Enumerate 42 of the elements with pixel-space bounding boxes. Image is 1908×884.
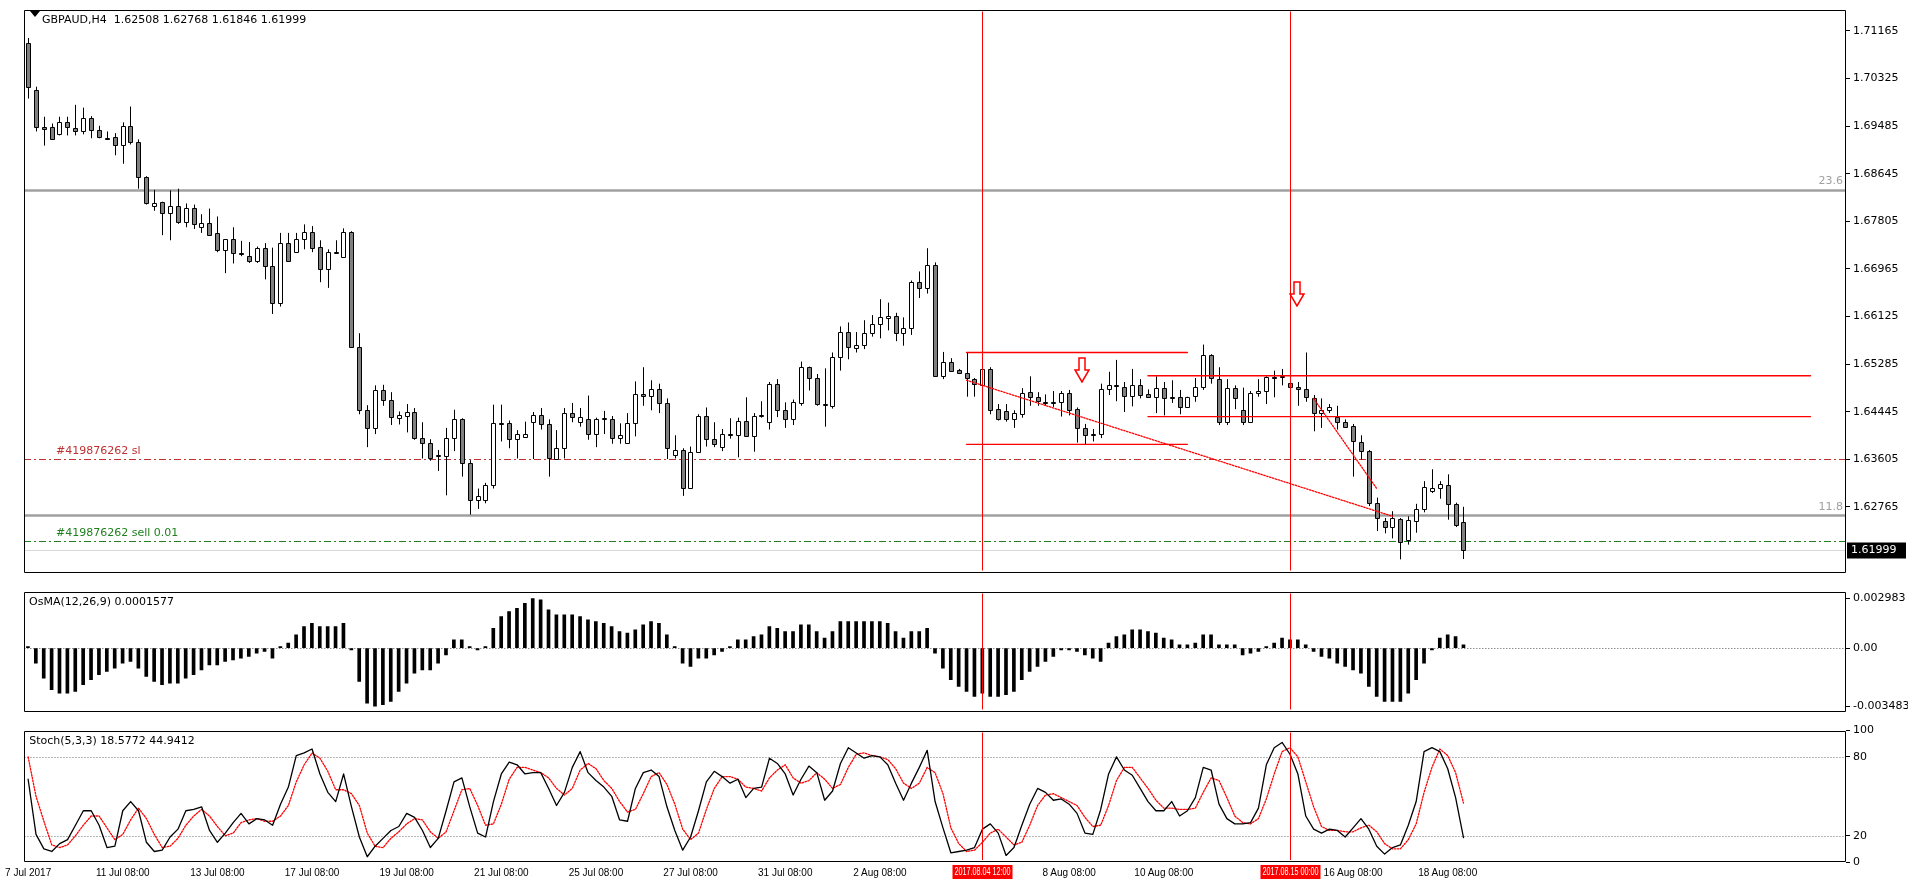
y-tick-label: 1.70325 [1853,71,1899,85]
y-tick-label: 1.67805 [1853,214,1899,228]
y-tick-label: 1.71165 [1853,23,1899,37]
ref-line-label: #419876262 sell 0.01 [56,525,179,539]
x-tick-label: 10 Aug 08:00 [1134,866,1194,878]
x-tick-label: 16 Aug 08:00 [1323,866,1383,878]
y-tick-label: 1.65285 [1853,356,1899,370]
y-tick-label: 1.62765 [1853,499,1899,513]
annotation: 11.8 [1818,499,1843,513]
y-tick-label: 1.66965 [1853,261,1899,275]
x-tick-label: 13 Jul 08:00 [190,866,246,878]
x-tick-label: 11 Jul 08:00 [95,866,151,878]
y-tick-label: -0.003483 [1853,698,1908,712]
x-tick-label: 7 Jul 2017 [5,866,52,878]
x-tick-label: 18 Aug 08:00 [1418,866,1478,878]
chart-title: OsMA(12,26,9) 0.0001577 [29,594,174,608]
x-tick-label: 2017.08.15 00:00 [1262,865,1319,878]
chart-title: Stoch(5,3,3) 18.5772 44.9412 [29,733,195,747]
y-tick-label: 1.66125 [1853,309,1899,323]
x-tick-label: 2017.08.04 12:00 [954,865,1011,878]
x-tick-label: 21 Jul 08:00 [474,866,529,878]
x-tick-label: 8 Aug 08:00 [1042,866,1097,878]
y-tick-label: 1.68645 [1853,166,1899,180]
x-tick-label: 19 Jul 08:00 [379,866,435,878]
ref-line-label: #419876262 sl [56,443,141,457]
y-tick-label: 0.00 [1853,641,1878,655]
y-tick-label: 1.63605 [1853,452,1899,466]
y-tick-label: 1.64445 [1853,404,1899,418]
x-tick-label: 2 Aug 08:00 [853,866,908,878]
y-tick-label: 100 [1853,723,1874,737]
y-tick-label: 20 [1853,828,1867,842]
x-tick-label: 17 Jul 08:00 [284,866,340,878]
x-tick-label: 25 Jul 08:00 [568,866,624,878]
x-tick-label: 31 Jul 08:00 [757,866,813,878]
x-tick-label: 27 Jul 08:00 [663,866,719,878]
y-tick-label: 0 [1853,854,1860,868]
annotation: 23.6 [1818,174,1843,188]
y-tick-label: 1.69485 [1853,118,1899,132]
ref-line-label: 1.61999 [1851,543,1897,557]
y-tick-label: 80 [1853,749,1867,763]
chart-title: GBPAUD,H4 1.62508 1.62768 1.61846 1.61999 [42,12,307,26]
y-tick-label: 0.002983 [1853,591,1906,605]
